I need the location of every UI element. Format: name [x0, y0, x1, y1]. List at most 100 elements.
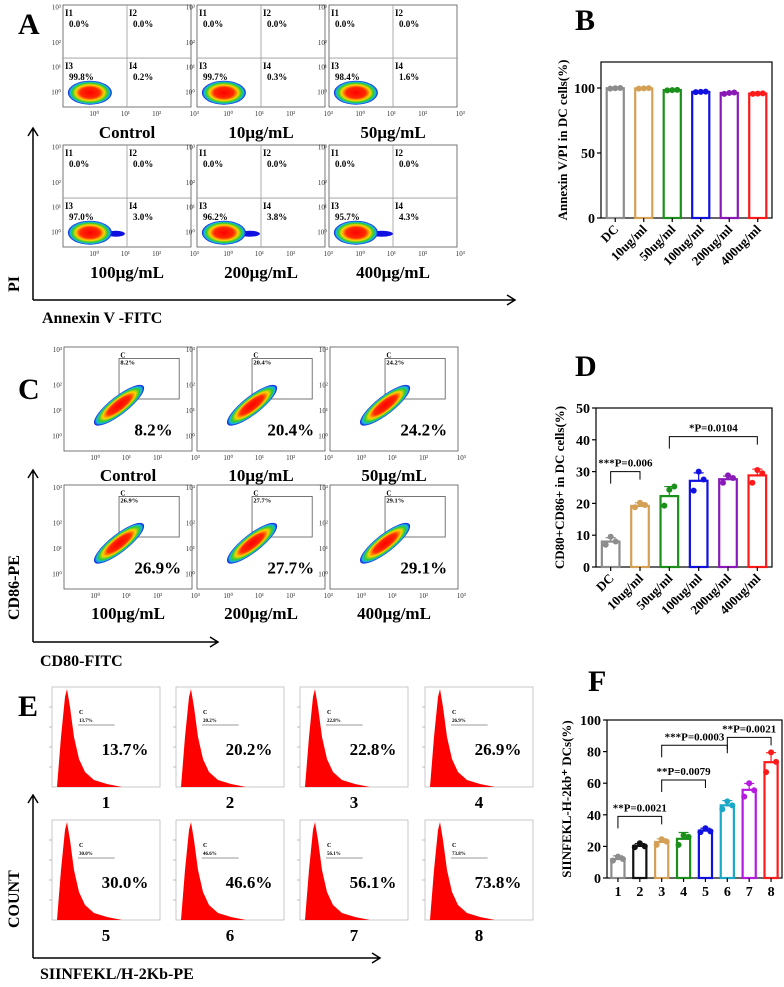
gate-percent: 24.2%	[386, 360, 404, 367]
annexin-plot-label: 100μg/mL	[90, 263, 164, 282]
x-tick-label: 4	[680, 885, 687, 900]
gate-name: C	[452, 843, 456, 849]
bar	[719, 804, 735, 880]
x-tick-label: 8	[768, 885, 775, 900]
quadrant-name: I4	[263, 61, 272, 71]
histogram-label: 5	[101, 926, 111, 945]
y-tick-label: 50	[581, 147, 595, 162]
quadrant-name: I1	[65, 148, 74, 158]
x-tick-label: 6	[724, 885, 731, 900]
significance-bracket	[610, 471, 641, 484]
annexin-pi-y-tick: 10¹	[52, 204, 61, 212]
data-point	[726, 89, 733, 96]
data-point	[602, 541, 609, 548]
data-point	[674, 86, 681, 93]
quadrant-percent: 0.0%	[203, 159, 223, 169]
gate-name: C	[203, 843, 207, 849]
cd80-cd86-y-tick: 10³	[186, 484, 195, 492]
cd80-cd86-x-tick: 10²	[153, 454, 162, 462]
histogram-label: 1	[101, 793, 111, 812]
annexin-pi-plot: 10⁰10⁰10¹10¹10²10²10³10³I10.0%I20.0%I399…	[51, 4, 199, 118]
gate-name: C	[79, 843, 83, 849]
cd80-plot-label: 50μg/mL	[361, 466, 427, 485]
histogram-label: 2	[225, 793, 235, 812]
significance-label: **P=0.0021	[722, 723, 776, 735]
bar	[691, 90, 711, 220]
annexin-plot-label: Control	[98, 123, 156, 142]
cd80-cd86-x-tick: 10¹	[255, 592, 264, 600]
y-tick-label: 20	[576, 497, 590, 512]
annexin-pi-y-tick: 10¹	[52, 64, 61, 72]
annexin-pi-x-tick: 10¹	[387, 250, 396, 258]
annexin-pi-x-tick: 10²	[418, 110, 427, 118]
annexin-pi-y-tick: 10²	[186, 179, 195, 187]
positive-percent: 26.9%	[134, 558, 181, 577]
histogram-peak	[305, 689, 370, 787]
y-tick-label: 10	[576, 529, 590, 544]
positive-percent: 30.0%	[102, 873, 149, 892]
cd80-cd86-y-tick: 10⁰	[185, 570, 195, 578]
cd80-cd86-frame	[196, 484, 326, 590]
annexin-pi-plot: 10⁰10⁰10¹10¹10²10²10³10³I10.0%I20.0%I395…	[317, 144, 465, 258]
annexin-pi-x-tick: 10⁰	[89, 110, 99, 118]
data-point	[773, 758, 780, 765]
annexin-axis-label: Annexin V -FITC	[42, 310, 163, 327]
histogram-label: 6	[225, 926, 235, 945]
bar	[747, 474, 768, 569]
bar	[748, 92, 768, 220]
annexin-pi-y-tick: 10²	[318, 39, 327, 47]
gate-percent: 73.8%	[452, 852, 466, 857]
annexin-pi-plot: 10⁰10⁰10¹10¹10²10²10³10³I10.0%I20.0%I398…	[317, 4, 465, 118]
cd80-cd86-frame	[329, 484, 459, 590]
siinfekl-histogram: C 26.9% 26.9%	[422, 686, 534, 788]
bar	[662, 88, 682, 220]
data-point	[607, 533, 614, 540]
data-point	[642, 501, 648, 508]
cd80-cd86-x-tick: 10⁰	[223, 592, 233, 600]
quadrant-percent: 1.6%	[399, 72, 419, 82]
data-point	[719, 806, 726, 813]
quadrant-percent: 0.0%	[133, 19, 153, 29]
cd80-cd86-x-tick: 10¹	[122, 454, 131, 462]
annexin-plot-label: 200μg/mL	[224, 263, 298, 282]
annexin-pi-x-tick: 10³	[190, 110, 199, 118]
cd80-cd86-y-tick: 10⁰	[318, 570, 328, 578]
cd80-plot-label: 200μg/mL	[224, 604, 298, 623]
annexin-pi-y-tick: 10⁰	[317, 89, 327, 97]
plot-frame	[606, 719, 783, 879]
annexin-pi-x-tick: 10¹	[121, 110, 130, 118]
gate-name: C	[79, 710, 83, 716]
y-tick-label: 100	[580, 714, 601, 729]
histogram-label: 3	[349, 793, 359, 812]
quadrant-name: I2	[129, 148, 138, 158]
cd80-cd86-x-tick: 10¹	[255, 454, 264, 462]
siinfekl-axis-label: SIINFEKL/H-2Kb-PE	[40, 966, 194, 983]
significance-label: **P=0.0021	[613, 802, 667, 814]
annexin-pi-x-tick: 10¹	[255, 110, 264, 118]
data-point	[751, 787, 758, 794]
quadrant-percent: 0.0%	[335, 19, 355, 29]
siinfekl-histogram: C 56.1% 56.1%	[297, 819, 409, 921]
quadrant-name: I4	[395, 201, 404, 211]
annexin-pi-x-tick: 10²	[286, 110, 295, 118]
quadrant-percent: 3.0%	[133, 212, 153, 222]
data-point	[700, 476, 707, 483]
cd80-axis-label: CD80-FITC	[40, 653, 123, 670]
quadrant-percent: 4.3%	[399, 212, 419, 222]
cd80-cd86-y-tick: 10¹	[53, 407, 62, 415]
significance-label: ***P=0.006	[598, 458, 653, 470]
annexin-pi-y-tick: 10¹	[186, 204, 195, 212]
quadrant-name: I3	[65, 201, 74, 211]
cd80-cd86-x-tick: 10⁰	[356, 592, 366, 600]
significance-bracket	[668, 436, 758, 449]
quadrant-percent: 0.0%	[267, 19, 287, 29]
data-point	[695, 468, 702, 475]
gate-percent: 30.0%	[79, 852, 93, 857]
quadrant-percent: 0.0%	[203, 19, 223, 29]
annexin-pi-plot: 10⁰10⁰10¹10¹10²10²10³10³I10.0%I20.0%I396…	[185, 144, 333, 258]
data-point	[702, 825, 709, 832]
cd80-cd86-x-tick: 10²	[286, 592, 295, 600]
